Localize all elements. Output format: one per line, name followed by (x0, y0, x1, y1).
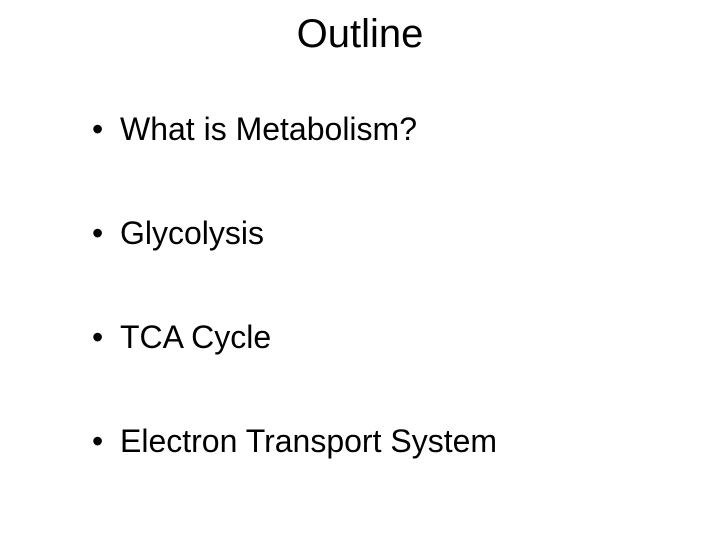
bullet-item: TCA Cycle (92, 319, 720, 356)
slide-title: Outline (0, 0, 720, 77)
bullet-list: What is Metabolism? Glycolysis TCA Cycle… (0, 77, 720, 460)
bullet-item: Electron Transport System (92, 423, 720, 460)
bullet-item: What is Metabolism? (92, 111, 720, 148)
bullet-item: Glycolysis (92, 215, 720, 252)
